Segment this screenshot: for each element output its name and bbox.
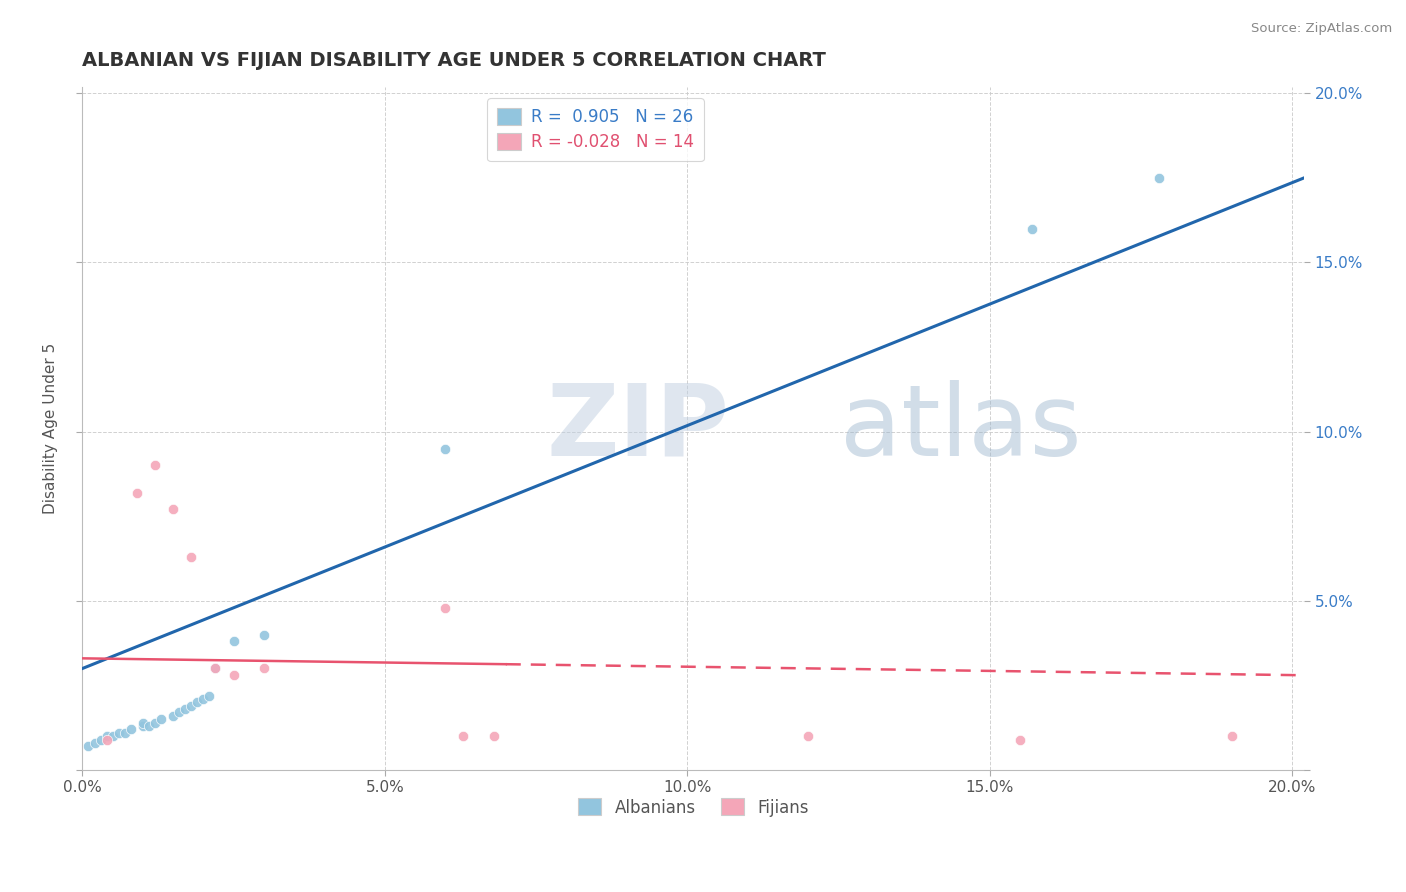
Point: [138, 719, 160, 733]
Point: [120, 723, 142, 737]
Point: [204, 661, 226, 675]
Point: [434, 442, 457, 456]
Point: [162, 709, 184, 723]
Point: [1021, 221, 1043, 235]
Point: [186, 695, 208, 709]
Point: [222, 634, 245, 648]
Point: [797, 729, 820, 743]
Point: [434, 600, 457, 615]
Point: [167, 706, 190, 720]
Point: [482, 729, 505, 743]
Y-axis label: Disability Age Under 5: Disability Age Under 5: [44, 343, 58, 514]
Point: [101, 729, 124, 743]
Point: [143, 715, 166, 730]
Point: [96, 729, 118, 743]
Point: [193, 692, 215, 706]
Point: [174, 702, 197, 716]
Point: [107, 726, 129, 740]
Text: ZIP: ZIP: [547, 380, 730, 476]
Point: [83, 736, 105, 750]
Point: [114, 726, 136, 740]
Point: [253, 661, 276, 675]
Point: [96, 732, 118, 747]
Point: [204, 661, 226, 675]
Point: [1147, 170, 1170, 185]
Point: [77, 739, 100, 754]
Legend: Albanians, Fijians: Albanians, Fijians: [571, 792, 815, 823]
Point: [132, 719, 155, 733]
Point: [180, 698, 202, 713]
Point: [453, 729, 475, 743]
Point: [180, 549, 202, 564]
Point: [198, 689, 221, 703]
Point: [125, 485, 148, 500]
Text: atlas: atlas: [839, 380, 1081, 476]
Point: [162, 502, 184, 516]
Point: [90, 732, 112, 747]
Text: ALBANIAN VS FIJIAN DISABILITY AGE UNDER 5 CORRELATION CHART: ALBANIAN VS FIJIAN DISABILITY AGE UNDER …: [83, 51, 827, 70]
Point: [222, 668, 245, 682]
Point: [1220, 729, 1243, 743]
Point: [143, 458, 166, 473]
Point: [253, 627, 276, 641]
Point: [1008, 732, 1031, 747]
Point: [132, 715, 155, 730]
Text: Source: ZipAtlas.com: Source: ZipAtlas.com: [1251, 22, 1392, 36]
Point: [150, 712, 173, 726]
